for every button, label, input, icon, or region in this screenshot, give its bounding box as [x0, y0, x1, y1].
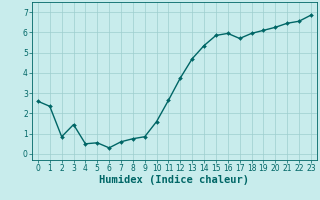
X-axis label: Humidex (Indice chaleur): Humidex (Indice chaleur)	[100, 175, 249, 185]
